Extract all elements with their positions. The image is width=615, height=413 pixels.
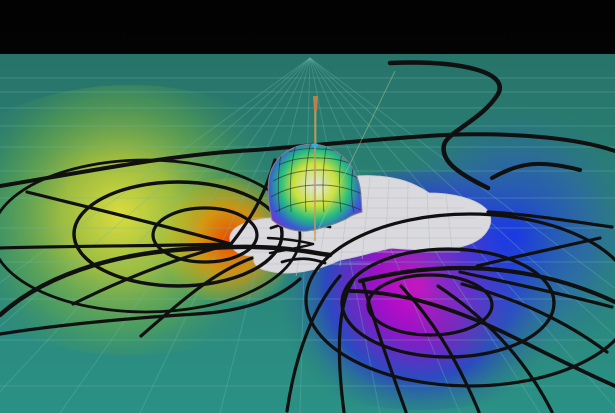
diagonal-ray [312,70,396,241]
black-contours [0,60,615,413]
marker-blue-tip [311,143,319,147]
marker-icon [313,96,318,111]
bottom-vignette [0,54,615,413]
